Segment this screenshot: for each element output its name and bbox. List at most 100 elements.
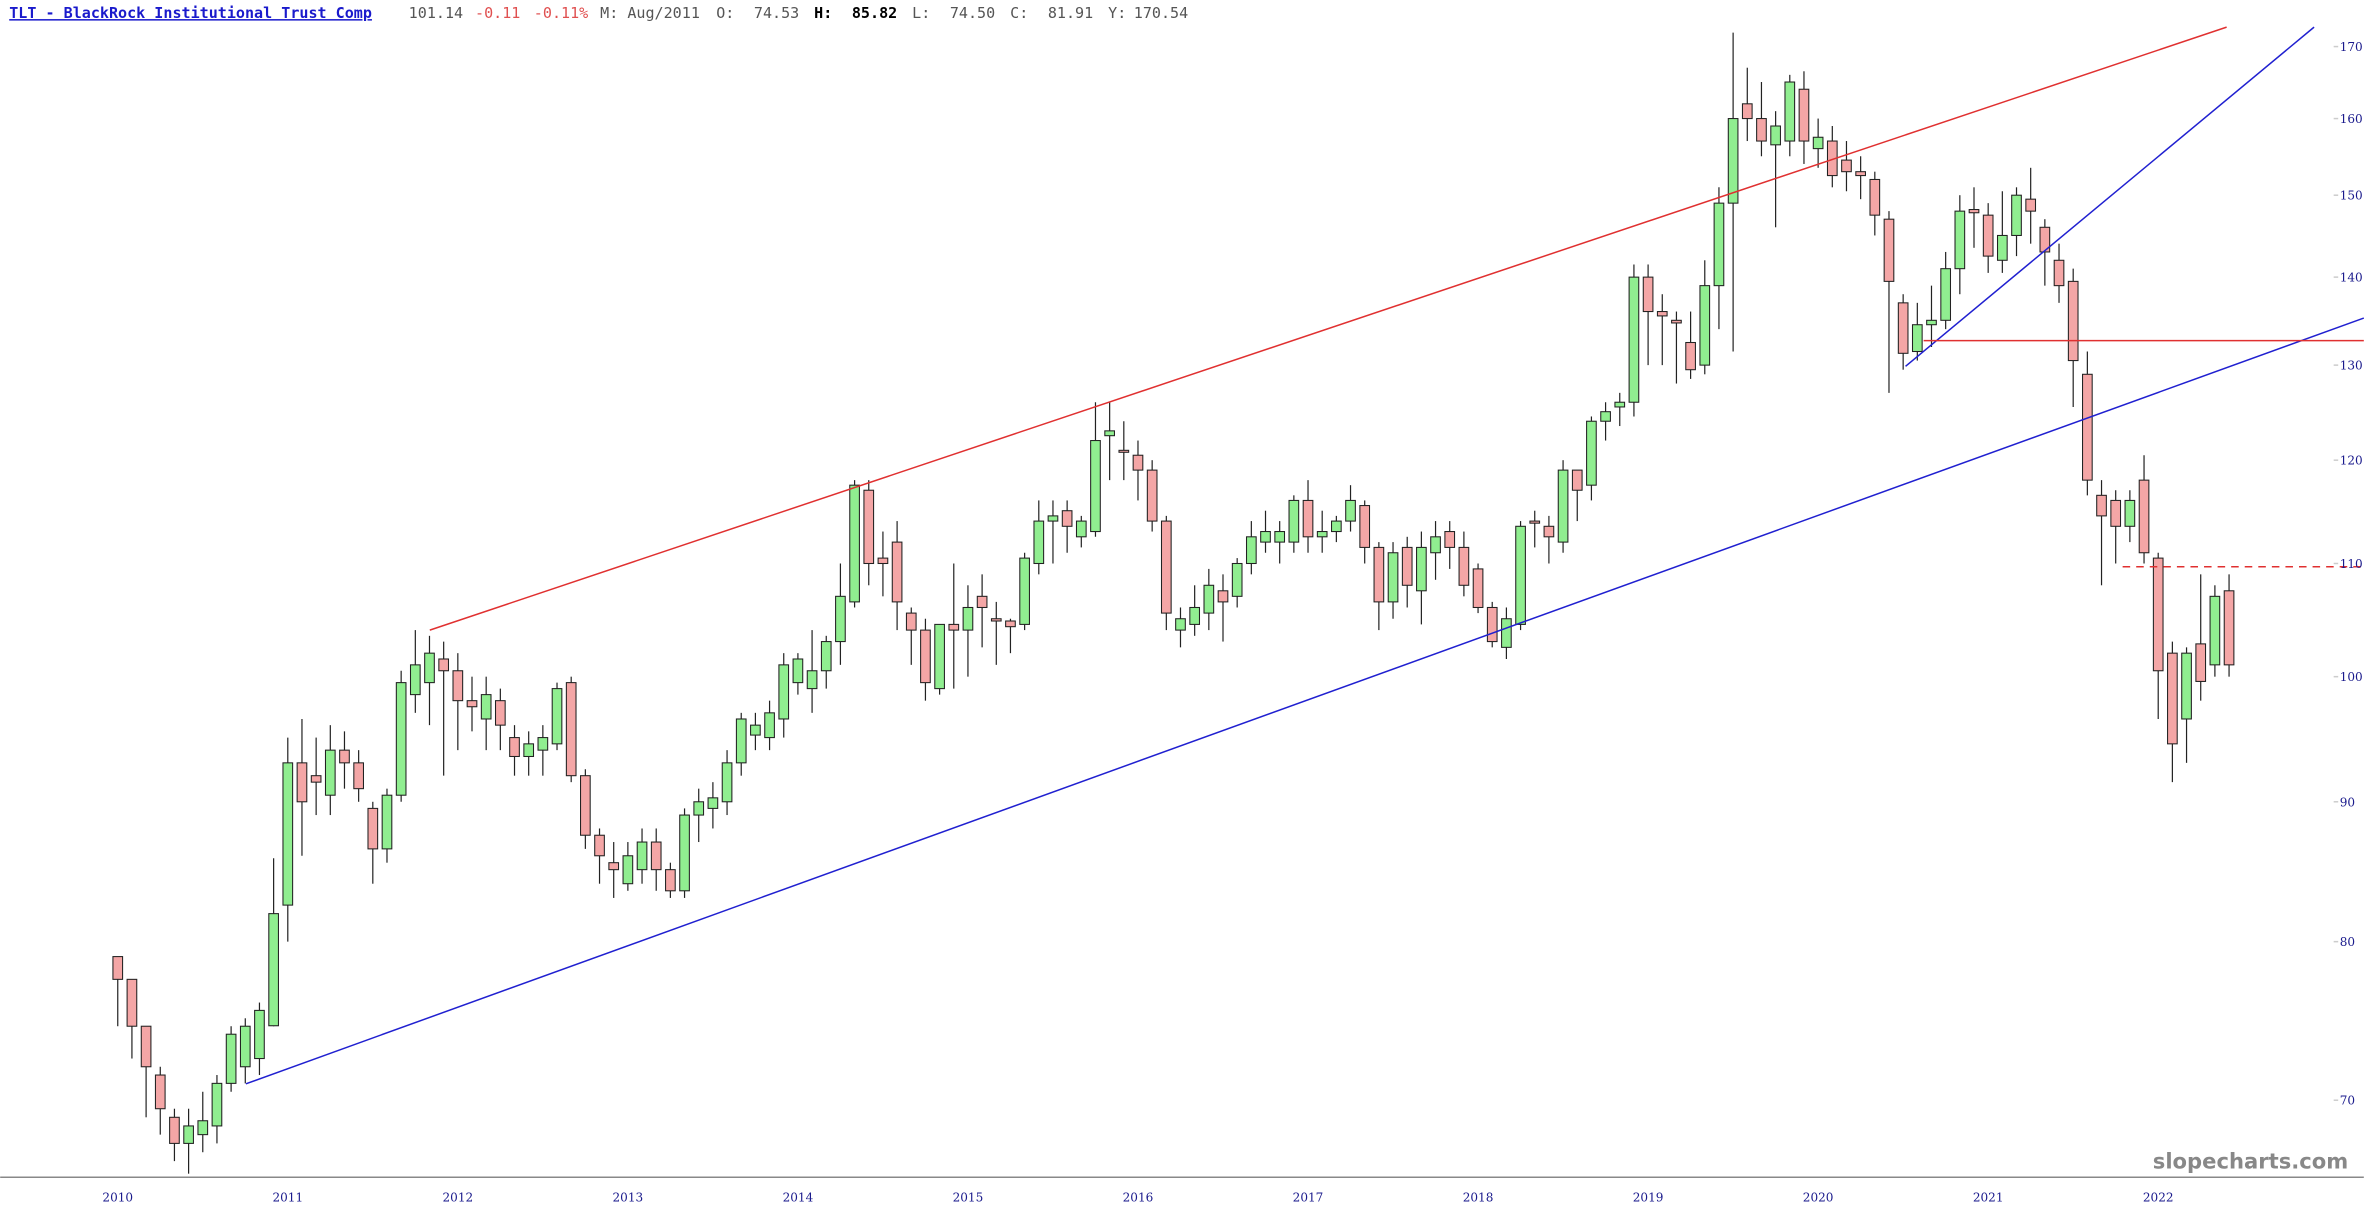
candle-body [1401,546,1413,586]
candle-body [1288,499,1300,543]
candle-body [324,749,336,796]
candle-body [1274,531,1286,543]
candle-body [466,700,478,708]
candle-body [254,1009,265,1060]
candle-body [1132,454,1144,471]
candle-body [1061,510,1073,527]
candle-body [806,670,818,690]
candle-body [1458,546,1470,586]
steep-trendline [1905,26,2315,367]
candle-body [2096,494,2107,517]
candle-body [990,618,1002,622]
x-tick-label: 2014 [783,1190,814,1204]
price: 101.14 [409,4,463,22]
candle-body [891,541,903,603]
candle-body [395,682,407,796]
candle-body [1940,268,1952,321]
candle-body [1982,214,1994,257]
candle-body [1160,520,1172,614]
candle-body [424,652,435,684]
candle-body [820,641,832,672]
candle-body [438,658,450,672]
y-tick-label: 170 [2340,40,2363,54]
candle-body [2152,557,2164,672]
candle-body [1373,546,1385,603]
candle-body [920,629,931,684]
candle-body [1529,520,1541,524]
candle-body [1189,606,1201,625]
candle-body [1784,81,1796,142]
close-label: C: [1010,4,1028,22]
candle-body [1586,420,1597,486]
trendlines [245,26,2364,1085]
candle-body [849,484,860,603]
candle-body [2223,590,2235,666]
candle-body [2167,652,2178,745]
y-tick-label: 110 [2340,557,2363,571]
candle-body [1203,584,1215,614]
candle-body [877,557,889,565]
y-tick-label: 90 [2340,795,2355,809]
candle-body [693,801,705,816]
candles [112,32,2235,1174]
y-tick-label: 70 [2340,1094,2355,1108]
x-tick-label: 2020 [1803,1190,1834,1204]
candle-body [169,1116,180,1144]
candle-body [1798,88,1810,142]
candle-body [1416,546,1427,592]
candle-body [934,623,945,690]
candle-body [2110,499,2122,527]
change: -0.11 [475,4,520,22]
symbol-link[interactable]: TLT - BlackRock Institutional Trust Comp [9,4,372,22]
x-tick-label: 2022 [2143,1190,2174,1204]
candle-body [580,775,591,836]
candle-body [1019,557,1030,625]
y-tick-label: 130 [2340,359,2363,373]
candle-body [409,664,421,696]
candle-body [296,762,308,803]
candle-body [1614,401,1626,408]
candle-body [2011,194,2022,236]
candle-body [1359,505,1371,548]
candle-body [650,841,662,871]
candle-body [1543,525,1555,538]
candle-body [1600,411,1611,422]
candle-body [1954,210,1966,270]
candle-body [1685,341,1696,371]
open-label: O: [716,4,734,22]
candle-body [1770,125,1781,146]
y-tick-label: 150 [2340,189,2363,203]
x-tick-label: 2016 [1123,1190,1154,1204]
candle-body [1968,209,1980,214]
candle-body [721,762,733,803]
candle-body [1472,568,1484,609]
candle-body [622,855,634,885]
candle-body [112,956,124,980]
candle-body [1118,449,1130,453]
x-tick-label: 2013 [613,1190,644,1204]
candle-body [608,862,620,871]
period: M: Aug/2011 [600,4,700,22]
candle-body [310,775,322,783]
candle-body [2124,499,2136,527]
year-value: 170.54 [1134,4,1188,22]
candle-body [835,595,846,643]
open-value: 74.53 [754,4,799,22]
candle-body [863,489,875,565]
candle-body [523,743,535,758]
candle-body [1316,531,1328,538]
candle-body [509,737,520,758]
candle-body [962,606,974,631]
x-tick-label: 2011 [272,1190,303,1204]
x-tick-label: 2017 [1293,1190,1324,1204]
candle-body [750,724,761,736]
high-label: H: [814,4,832,22]
candle-body [1033,520,1045,565]
candle-body [1996,234,2008,261]
candle-body [2195,643,2207,682]
candle-body [905,612,917,631]
candle-body [1812,136,1824,150]
candle-body [1501,618,1512,648]
candle-body [2138,479,2150,554]
candle-body [537,737,549,751]
